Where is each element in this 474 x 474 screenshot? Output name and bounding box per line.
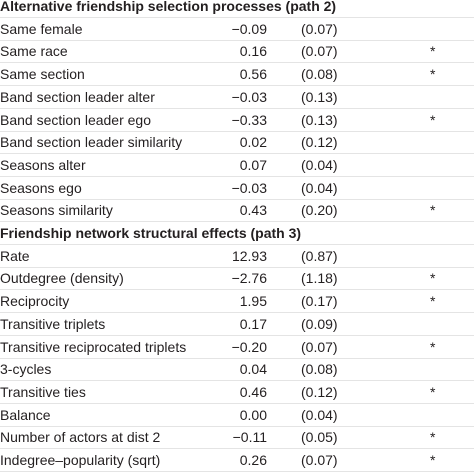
row-separator: [0, 380, 474, 382]
standard-error: (0.09): [301, 315, 338, 332]
standard-error: (0.08): [301, 361, 338, 378]
significance: *: [430, 429, 436, 446]
significance: *: [430, 452, 436, 468]
row-separator: [0, 198, 474, 200]
row-separator: [0, 289, 474, 291]
standard-error: (0.13): [301, 111, 338, 128]
estimate: 0.17: [239, 315, 267, 332]
estimate: −0.33: [231, 111, 267, 128]
row-separator: [0, 17, 474, 18]
row-separator: [0, 107, 474, 109]
estimate: −0.11: [232, 429, 267, 446]
row-separator: [0, 244, 474, 245]
row-separator: [0, 221, 474, 223]
standard-error: (0.04): [301, 179, 338, 196]
row-separator: [0, 62, 474, 64]
significance: *: [430, 338, 436, 355]
estimate: 0.56: [239, 66, 267, 83]
estimate: 0.00: [239, 406, 267, 423]
standard-error: (0.08): [301, 66, 338, 83]
significance: *: [430, 111, 436, 128]
estimate: 12.93: [231, 247, 267, 264]
row-label: Same race: [0, 43, 68, 60]
estimate: 0.07: [239, 156, 267, 173]
significance: *: [430, 270, 436, 287]
estimate: −0.20: [231, 338, 267, 355]
row-label: Band section leader similarity: [0, 134, 183, 151]
row-label: Rate: [0, 247, 30, 264]
estimate: 0.16: [239, 43, 267, 60]
estimate: −0.09: [231, 20, 267, 37]
estimate: 0.46: [239, 383, 267, 400]
row-separator: [0, 85, 474, 87]
section-title: Alternative friendship selection process…: [0, 0, 337, 14]
row-separator: [0, 266, 474, 268]
standard-error: (0.05): [301, 429, 338, 446]
standard-error: (0.04): [301, 156, 338, 173]
estimate: −0.03: [231, 179, 267, 196]
significance: *: [430, 66, 436, 83]
row-separator: [0, 175, 474, 177]
row-label: Transitive triplets: [0, 315, 106, 332]
significance: *: [430, 383, 436, 400]
standard-error: (0.13): [301, 88, 338, 105]
row-separator: [0, 448, 474, 450]
row-label: 3-cycles: [0, 361, 52, 378]
estimate: −2.76: [231, 270, 267, 287]
row-label: Transitive ties: [0, 383, 86, 400]
standard-error: (0.07): [301, 20, 338, 37]
row-label: Band section leader ego: [0, 111, 151, 128]
standard-error: (0.12): [301, 134, 338, 151]
estimate: 0.43: [239, 202, 267, 219]
estimate: 0.26: [239, 452, 267, 468]
row-separator: [0, 402, 474, 404]
row-label: Transitive reciprocated triplets: [0, 338, 187, 355]
row-label: Seasons similarity: [0, 202, 113, 219]
standard-error: (0.17): [301, 293, 338, 310]
row-label: Same section: [0, 66, 85, 83]
estimate: 0.02: [239, 134, 267, 151]
standard-error: (1.18): [301, 270, 338, 287]
significance: *: [430, 202, 436, 219]
standard-error: (0.04): [301, 406, 338, 423]
estimate: 0.04: [239, 361, 267, 378]
row-separator: [0, 334, 474, 336]
row-separator: [0, 425, 474, 427]
standard-error: (0.07): [301, 43, 338, 60]
standard-error: (0.87): [301, 247, 338, 264]
row-separator: [0, 471, 474, 472]
row-separator: [0, 39, 474, 41]
row-separator: [0, 153, 474, 155]
row-label: Reciprocity: [0, 293, 70, 310]
row-label: Balance: [0, 406, 51, 423]
row-separator: [0, 357, 474, 359]
standard-error: (0.20): [301, 202, 338, 219]
row-label: Indegree–popularity (sqrt): [0, 452, 161, 468]
standard-error: (0.07): [301, 452, 338, 468]
row-label: Seasons alter: [0, 156, 86, 173]
standard-error: (0.07): [301, 338, 338, 355]
row-separator: [0, 312, 474, 314]
section-title: Friendship network structural effects (p…: [0, 225, 302, 241]
row-label: Same female: [0, 20, 83, 37]
row-label: Band section leader alter: [0, 88, 155, 105]
row-label: Outdegree (density): [0, 270, 124, 287]
significance: *: [430, 43, 436, 60]
significance: *: [430, 293, 436, 310]
estimate: 1.95: [239, 293, 267, 310]
row-label: Number of actors at dist 2: [0, 429, 161, 446]
row-label: Seasons ego: [0, 179, 82, 196]
row-separator: [0, 130, 474, 132]
estimate: −0.03: [231, 88, 267, 105]
standard-error: (0.12): [301, 383, 338, 400]
